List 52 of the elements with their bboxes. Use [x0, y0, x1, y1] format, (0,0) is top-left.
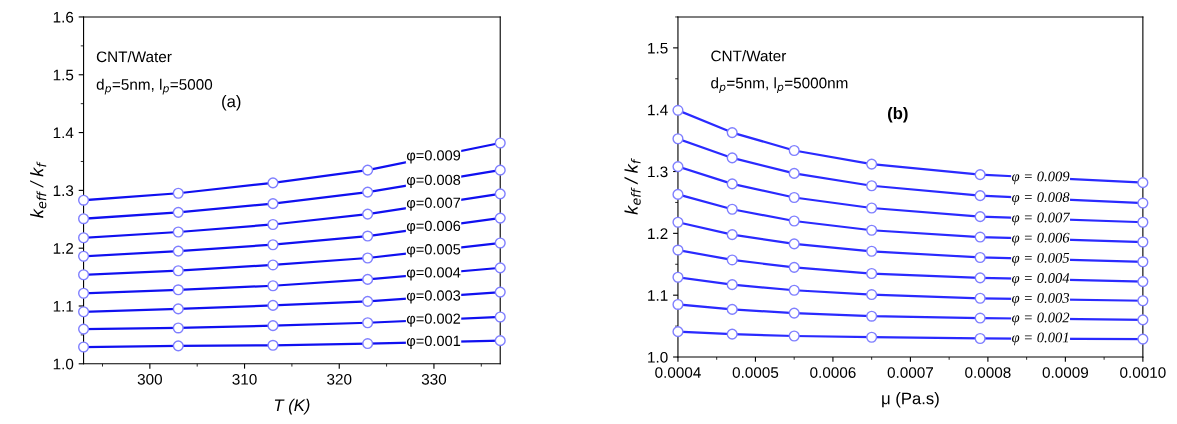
series-label: φ=0.002 — [406, 313, 461, 327]
y-tick-label: 1.2 — [53, 243, 74, 254]
y-tick-label: 1.1 — [648, 290, 668, 301]
series-label: φ=0.006 — [406, 220, 461, 234]
y-tick-label: 1.0 — [53, 358, 74, 370]
y-tick-label: 1.3 — [648, 166, 668, 178]
y-axis-title: k$_{eff}$ / k$_{f}$ — [30, 161, 47, 218]
annotation: (a) — [222, 95, 241, 111]
series-label: φ = 0.005 — [1012, 252, 1070, 266]
y-tick-label: 1.3 — [53, 185, 74, 197]
series-label: φ = 0.003 — [1012, 293, 1070, 306]
annotation: d$_{p}$=5nm, l$_{p}$=5000nm — [711, 77, 848, 94]
series-label: φ=0.005 — [406, 244, 461, 258]
series-label: φ=0.001 — [406, 335, 461, 349]
series-label: φ=0.003 — [406, 290, 461, 304]
y-tick-label: 1.2 — [648, 228, 668, 239]
y-tick-label: 1.5 — [648, 42, 668, 54]
annotation: (b) — [887, 106, 908, 123]
series-label: φ=0.009 — [406, 150, 461, 164]
x-tick-label: 330 — [421, 373, 447, 385]
series-label: φ = 0.006 — [1012, 232, 1070, 246]
series-label: φ = 0.004 — [1012, 273, 1070, 286]
x-tick-label: 0.0007 — [887, 367, 934, 378]
y-tick-label: 1.0 — [648, 351, 668, 363]
y-tick-label: 1.6 — [53, 11, 74, 23]
x-tick-label: 0.0006 — [810, 367, 856, 378]
y-tick-label: 1.4 — [53, 127, 74, 139]
annotation: d$_{p}$=5nm, l$_{p}$=5000 — [96, 78, 213, 95]
x-tick-label: 320 — [327, 373, 352, 385]
x-tick-label: 0.0005 — [732, 367, 779, 378]
series-label: φ = 0.008 — [1012, 192, 1070, 206]
series-label: φ = 0.001 — [1012, 332, 1069, 346]
series-label: φ=0.008 — [406, 174, 461, 188]
x-axis-title: T (K) — [274, 398, 310, 415]
series-label: φ = 0.007 — [1012, 212, 1071, 226]
x-tick-label: 0.0009 — [1042, 367, 1089, 378]
x-tick-label: 310 — [232, 373, 257, 385]
annotation: CNT/Water — [711, 50, 787, 62]
y-axis-title: k$_{eff}$ / k$_{f}$ — [624, 158, 641, 215]
series-label: φ = 0.009 — [1012, 171, 1070, 185]
x-tick-label: 0.0004 — [655, 367, 701, 378]
y-tick-label: 1.4 — [648, 104, 668, 116]
x-tick-label: 300 — [137, 373, 162, 385]
x-tick-label: 0.0010 — [1120, 367, 1166, 378]
annotation: CNT/Water — [96, 50, 172, 63]
y-tick-label: 1.1 — [53, 301, 74, 312]
y-tick-label: 1.5 — [53, 69, 74, 81]
x-tick-label: 0.0008 — [965, 367, 1011, 378]
x-axis-title: μ (Pa.s) — [882, 392, 939, 408]
series-label: φ = 0.002 — [1012, 312, 1070, 326]
series-label: φ=0.007 — [406, 197, 461, 211]
series-label: φ=0.004 — [406, 267, 461, 281]
